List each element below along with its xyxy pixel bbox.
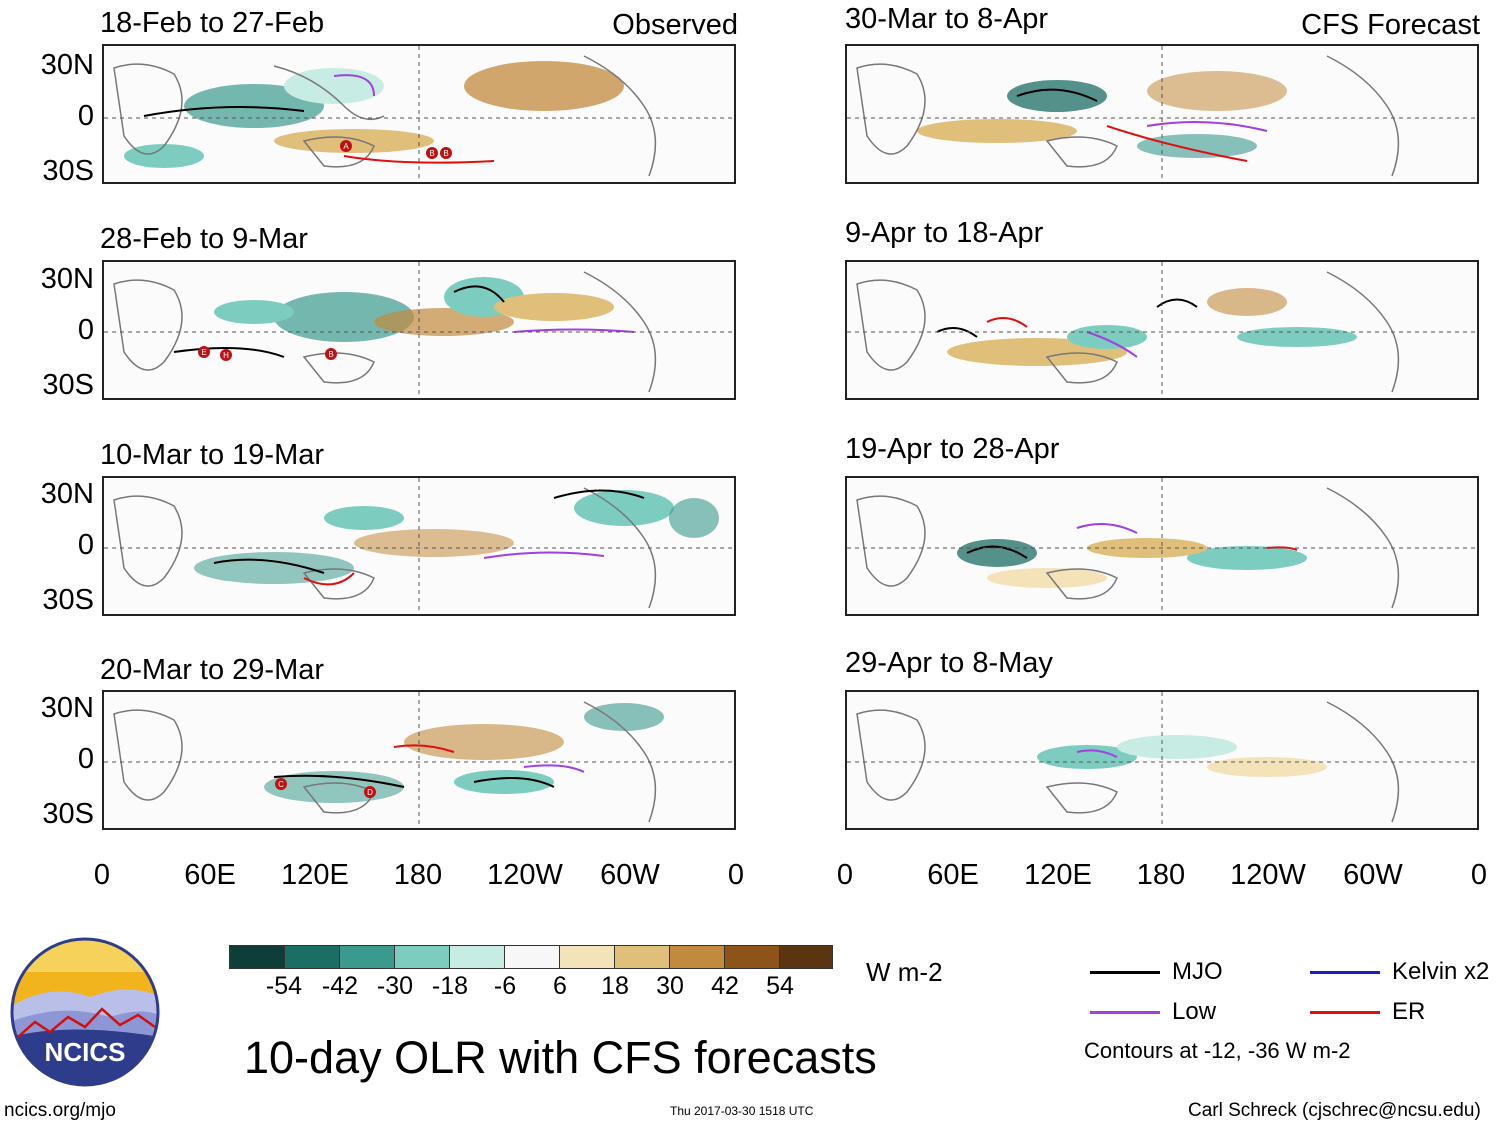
lon-label: 120E xyxy=(281,859,349,891)
olr-map xyxy=(102,476,736,616)
storm-marker xyxy=(440,147,452,159)
legend-label: Kelvin x2 xyxy=(1392,958,1490,985)
lat-label: 30S xyxy=(42,155,94,187)
lon-label: 120W xyxy=(1230,859,1306,891)
colorbar-cell xyxy=(779,945,833,969)
legend-line-mjo xyxy=(1090,971,1160,974)
colorbar-tick: 42 xyxy=(711,972,739,1000)
colorbar-unit: W m-2 xyxy=(866,957,943,987)
lat-label: 30S xyxy=(42,584,94,616)
footer-timestamp: Thu 2017-03-30 1518 UTC xyxy=(670,1104,814,1118)
cfs-forecast-label: CFS Forecast xyxy=(1301,9,1480,41)
lat-label: 30N xyxy=(40,478,94,510)
panel-title: 18-Feb to 27-Feb xyxy=(100,7,325,39)
colorbar-cell xyxy=(339,945,395,969)
lon-label: 0 xyxy=(727,859,745,891)
colorbar-tick: 18 xyxy=(601,972,629,1000)
olr-map xyxy=(845,476,1479,616)
lat-label: 30N xyxy=(40,692,94,724)
lat-label: 0 xyxy=(77,743,94,775)
storm-marker xyxy=(198,346,210,358)
storm-marker xyxy=(220,349,232,361)
lon-label: 120W xyxy=(487,859,563,891)
lat-label: 30S xyxy=(42,798,94,830)
lat-label: 0 xyxy=(77,529,94,561)
lon-label: 0 xyxy=(93,859,111,891)
lon-label: 0 xyxy=(1470,859,1488,891)
lat-label: 30N xyxy=(40,263,94,295)
panel-title: 20-Mar to 29-Mar xyxy=(100,654,325,686)
colorbar-tick: 54 xyxy=(766,972,794,1000)
storm-marker-label: A xyxy=(343,142,349,151)
lon-label: 180 xyxy=(393,859,443,891)
colorbar-tick: -6 xyxy=(493,972,517,1000)
footer-credit: Carl Schreck (cjschrec@ncsu.edu) xyxy=(1188,1100,1481,1121)
footer-url: ncics.org/mjo xyxy=(4,1100,116,1121)
lon-label: 120E xyxy=(1024,859,1092,891)
legend-label: Low xyxy=(1172,998,1217,1025)
lat-label: 0 xyxy=(77,100,94,132)
storm-marker-label: D xyxy=(367,788,373,797)
panel-title: 29-Apr to 8-May xyxy=(845,647,1053,679)
storm-marker-label: E xyxy=(201,348,206,357)
lat-label: 30N xyxy=(40,49,94,81)
legend-label: ER xyxy=(1392,998,1426,1025)
lon-label: 180 xyxy=(1136,859,1186,891)
colorbar-tick: 6 xyxy=(553,972,567,1000)
legend-line-kelvin xyxy=(1310,971,1380,974)
storm-marker xyxy=(340,140,352,152)
panel-title: 28-Feb to 9-Mar xyxy=(100,223,308,255)
storm-marker xyxy=(364,786,376,798)
legend-label: MJO xyxy=(1172,958,1223,985)
colorbar-cell xyxy=(504,945,560,969)
storm-marker-label: B xyxy=(429,149,434,158)
colorbar-cell xyxy=(229,945,285,969)
lon-label: 60E xyxy=(927,859,979,891)
panel-title: 9-Apr to 18-Apr xyxy=(845,217,1044,249)
colorbar-cell xyxy=(669,945,725,969)
panel-title: 30-Mar to 8-Apr xyxy=(845,3,1049,35)
contour-note: Contours at -12, -36 W m-2 xyxy=(1084,1038,1351,1063)
colorbar-tick: -42 xyxy=(321,972,359,1000)
colorbar-cell xyxy=(614,945,670,969)
colorbar-cell xyxy=(449,945,505,969)
olr-map xyxy=(845,260,1479,400)
observed-label: Observed xyxy=(612,9,738,41)
colorbar-tick: 30 xyxy=(656,972,684,1000)
legend-line-er xyxy=(1310,1011,1380,1014)
olr-map xyxy=(845,690,1479,830)
colorbar-cell xyxy=(559,945,615,969)
colorbar-tick: -18 xyxy=(431,972,469,1000)
colorbar-cell xyxy=(394,945,450,969)
olr-map xyxy=(845,44,1479,184)
colorbar-cell xyxy=(724,945,780,969)
storm-marker-label: C xyxy=(278,780,284,789)
legend-line-low xyxy=(1090,1011,1160,1014)
lon-label: 60W xyxy=(600,859,660,891)
storm-marker-label: H xyxy=(223,351,229,360)
panel-title: 10-Mar to 19-Mar xyxy=(100,439,325,471)
colorbar-tick: -54 xyxy=(265,972,303,1000)
colorbar-cell xyxy=(284,945,340,969)
lat-label: 30S xyxy=(42,369,94,401)
main-title: 10-day OLR with CFS forecasts xyxy=(244,1032,877,1083)
colorbar-tick: -30 xyxy=(376,972,414,1000)
ncics-logo: NCICS xyxy=(10,937,160,1087)
lat-label: 0 xyxy=(77,314,94,346)
lon-label: 0 xyxy=(836,859,854,891)
panel-title: 19-Apr to 28-Apr xyxy=(845,433,1060,465)
logo-text: NCICS xyxy=(44,1037,126,1067)
storm-marker-label: B xyxy=(443,149,448,158)
storm-marker xyxy=(325,348,337,360)
storm-marker-label: B xyxy=(328,350,333,359)
storm-marker xyxy=(426,147,438,159)
storm-marker xyxy=(275,778,287,790)
lon-label: 60E xyxy=(184,859,236,891)
lon-label: 60W xyxy=(1343,859,1403,891)
